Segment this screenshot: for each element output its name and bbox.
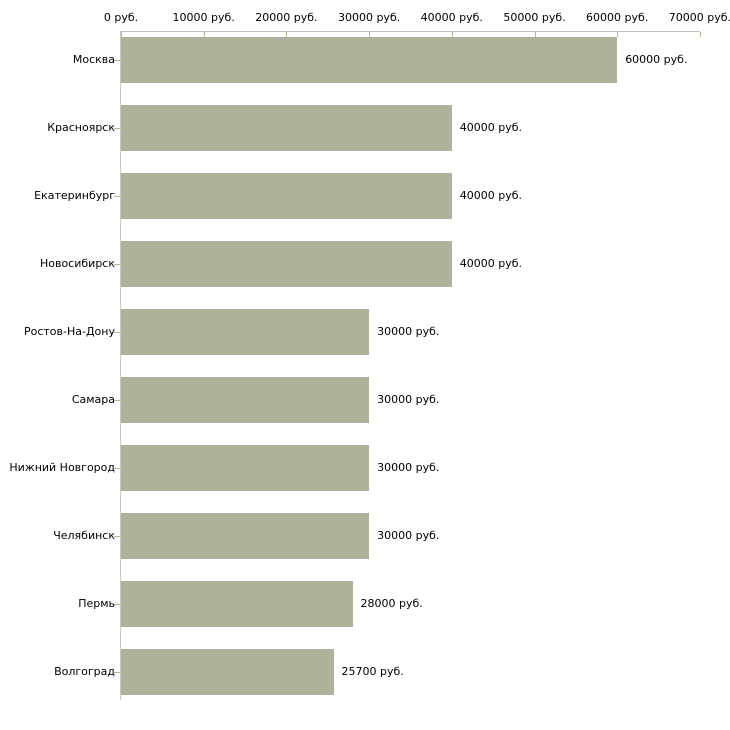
x-axis-tick-mark xyxy=(203,32,205,37)
value-label: 30000 руб. xyxy=(377,460,440,474)
value-label: 30000 руб. xyxy=(377,324,440,338)
x-axis-tick-label: 0 руб. xyxy=(103,11,139,24)
y-axis-tick-mark xyxy=(114,604,121,605)
y-axis-tick-mark xyxy=(114,468,121,469)
value-bar xyxy=(121,512,370,559)
category-label: Волгоград xyxy=(54,664,115,678)
value-bar xyxy=(121,172,452,219)
value-label: 28000 руб. xyxy=(360,596,423,610)
value-bar xyxy=(121,308,370,355)
value-bar xyxy=(121,376,370,423)
category-label: Москва xyxy=(72,52,115,66)
x-axis-tick-label: 30000 руб. xyxy=(337,11,401,24)
x-axis-tick-mark xyxy=(369,32,371,37)
y-axis-tick-mark xyxy=(114,400,121,401)
value-label: 30000 руб. xyxy=(377,392,440,406)
y-axis-tick-mark xyxy=(114,536,121,537)
y-axis-line xyxy=(120,31,121,700)
value-label: 40000 руб. xyxy=(459,188,523,202)
x-axis-tick-mark xyxy=(451,32,453,37)
x-axis-tick-mark xyxy=(286,32,288,37)
value-label: 40000 руб. xyxy=(459,120,523,134)
category-label: Красноярск xyxy=(47,120,115,134)
y-axis-tick-mark xyxy=(114,196,121,197)
x-axis-line xyxy=(121,31,700,32)
value-label: 40000 руб. xyxy=(459,256,523,270)
y-axis-tick-mark xyxy=(114,60,121,61)
x-axis-tick-mark xyxy=(699,32,701,37)
category-label: Пермь xyxy=(78,596,115,610)
y-axis-tick-mark xyxy=(114,672,121,673)
x-axis-tick-label: 50000 руб. xyxy=(503,11,566,24)
category-label: Ростов-На-Дону xyxy=(23,324,115,338)
x-axis-tick-mark xyxy=(617,32,619,37)
value-bar xyxy=(121,580,353,627)
x-axis-tick-label: 40000 руб. xyxy=(420,11,483,24)
value-bar xyxy=(121,36,618,83)
y-axis-tick-mark xyxy=(114,128,121,129)
category-label: Нижний Новгород xyxy=(9,460,115,474)
value-bar xyxy=(121,240,452,287)
value-label: 60000 руб. xyxy=(625,52,688,66)
value-bar xyxy=(121,104,452,151)
y-axis-tick-mark xyxy=(114,264,121,265)
x-axis-tick-label: 70000 руб. xyxy=(668,11,730,24)
category-label: Новосибирск xyxy=(39,256,115,270)
value-bar xyxy=(121,444,370,491)
value-bar xyxy=(121,648,334,695)
x-axis-tick-mark xyxy=(534,32,536,37)
category-label: Екатеринбург xyxy=(34,188,115,202)
x-axis-tick-mark xyxy=(121,32,122,37)
value-label: 25700 руб. xyxy=(341,664,404,678)
x-axis-tick-label: 20000 руб. xyxy=(255,11,318,24)
value-label: 30000 руб. xyxy=(377,528,440,542)
category-label: Челябинск xyxy=(53,528,115,542)
x-axis-tick-label: 60000 руб. xyxy=(586,11,649,24)
category-label: Самара xyxy=(71,392,115,406)
y-axis-tick-mark xyxy=(114,332,121,333)
x-axis-tick-label: 10000 руб. xyxy=(172,11,235,24)
